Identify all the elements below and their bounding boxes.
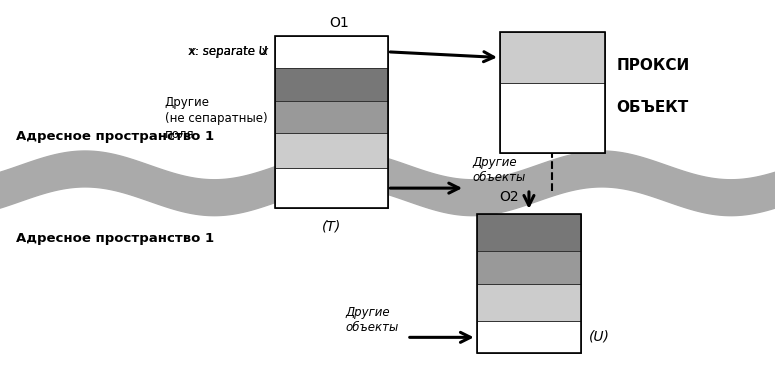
Bar [275,36,388,68]
Text: O2: O2 [500,190,519,204]
Text: ОБЪЕКТ: ОБЪЕКТ [616,100,688,115]
Bar [275,168,388,208]
Bar [275,101,388,133]
Text: O1: O1 [329,16,349,30]
Bar [275,133,388,168]
Text: Другие
объекты: Другие объекты [346,305,399,333]
Bar [477,321,581,353]
Bar [477,214,581,251]
Text: Другие
(не сепаратные)
поля: Другие (не сепаратные) поля [165,96,267,141]
Bar [477,284,581,321]
Bar [500,32,604,153]
Bar [477,251,581,284]
Bar [275,36,388,208]
Bar [275,68,388,101]
Bar [477,214,581,353]
Text: Адресное пространство 1: Адресное пространство 1 [16,130,214,143]
Text: x: separate U: x: separate U [188,45,267,58]
Text: x: x [260,45,267,58]
Text: (U): (U) [589,330,610,344]
Text: (T): (T) [322,219,341,233]
Bar [500,32,604,83]
Text: ПРОКСИ: ПРОКСИ [616,59,690,73]
Text: Адресное пространство 1: Адресное пространство 1 [16,232,214,245]
Text: x: separate U: x: separate U [188,45,267,58]
Text: Другие
объекты: Другие объекты [473,156,526,184]
Bar [500,83,604,153]
